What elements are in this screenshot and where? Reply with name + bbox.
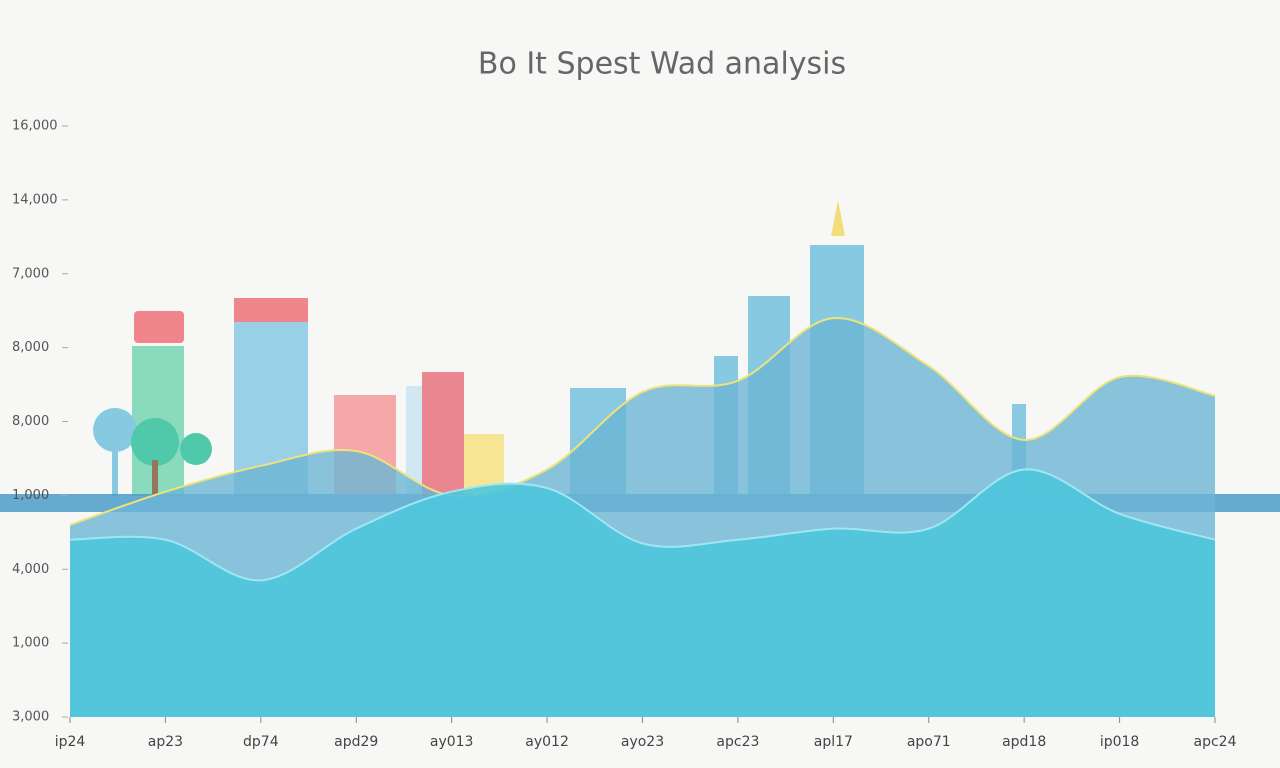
x-tick-label: apc23	[716, 734, 759, 750]
y-tick-label: 8,000	[12, 340, 49, 355]
y-tick-label: 8,000	[12, 414, 49, 429]
y-tick-label: 7,000	[12, 266, 49, 281]
x-tick-label: apd18	[1002, 734, 1046, 750]
x-tick-label: ap23	[148, 734, 183, 750]
x-tick-label: apd29	[334, 734, 378, 750]
y-tick-label: 3,000	[12, 710, 49, 725]
y-tick-label: 1,000	[12, 636, 49, 651]
y-tick-label: 1,000	[12, 488, 49, 503]
y-tick-label: 14,000	[12, 192, 58, 207]
x-tick-label: ayo23	[621, 734, 664, 750]
y-tick-label: 4,000	[12, 562, 49, 577]
x-tick-label: ay012	[525, 734, 569, 750]
x-tick-label: ay013	[430, 734, 474, 750]
building	[406, 386, 422, 496]
x-tick-label: ip018	[1100, 734, 1140, 750]
x-tick-label: apo71	[907, 734, 951, 750]
building	[422, 372, 464, 496]
x-tick-label: dp74	[243, 734, 279, 750]
tree	[180, 433, 212, 465]
x-tick-label: apc24	[1194, 734, 1237, 750]
area-line	[69, 468, 1216, 582]
x-tick-label: ip24	[55, 734, 86, 750]
tree	[131, 418, 179, 466]
sign	[234, 298, 308, 322]
pole	[112, 440, 118, 496]
wheel	[93, 408, 137, 452]
area	[70, 469, 1215, 717]
spire	[831, 200, 845, 236]
area-line	[69, 317, 1216, 526]
y-tick-label: 16,000	[12, 119, 58, 134]
chart-title: Bo It Spest Wad analysis	[478, 47, 846, 82]
x-tick-label: apl17	[814, 734, 853, 750]
trunk	[152, 460, 158, 496]
sign	[134, 311, 184, 343]
